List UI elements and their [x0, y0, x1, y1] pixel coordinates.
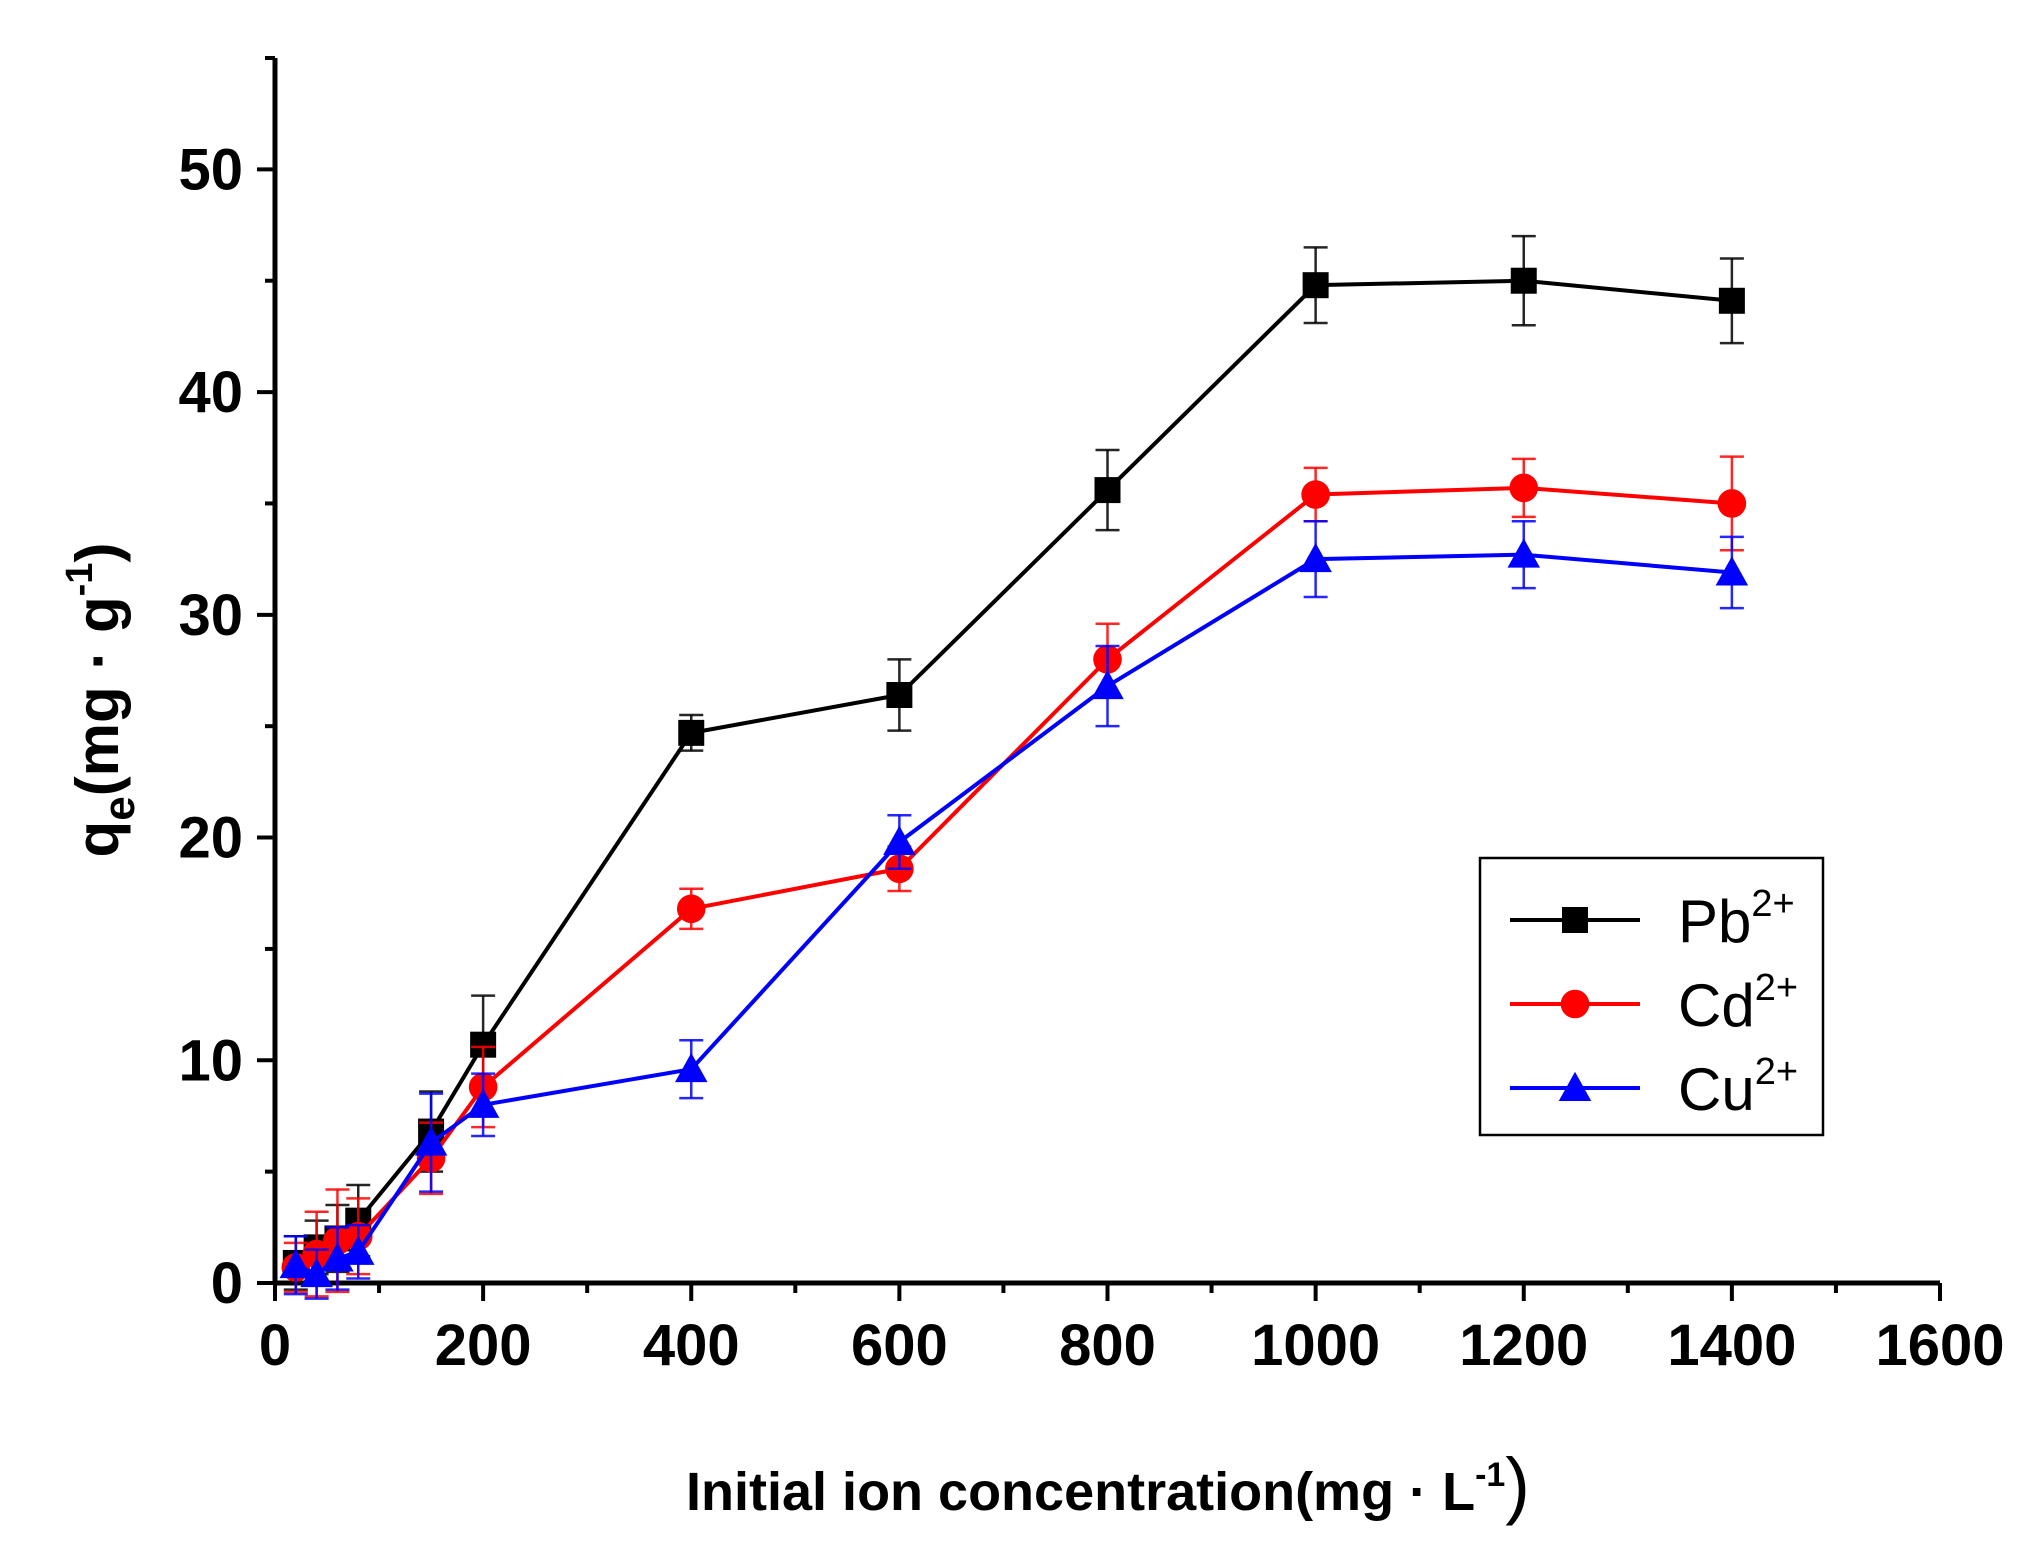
x-tick-label: 1600: [1875, 1313, 2004, 1378]
x-tick-label: 400: [643, 1313, 740, 1378]
y-tick-label: 0: [211, 1251, 243, 1316]
x-tick-label: 1400: [1667, 1313, 1796, 1378]
axes: 0 200 400 600 800 1000 1200 1400 1600 0 10 20 30 40 50: [178, 56, 2005, 1378]
legend-item-cu: Cu2+: [1510, 1051, 1798, 1123]
series-cu: [279, 520, 1749, 1300]
data-point-cu: [1507, 538, 1540, 568]
legend-marker-pb: [1562, 907, 1588, 933]
data-point-cd: [1717, 489, 1747, 518]
data-point-cu: [1091, 669, 1124, 700]
data-point-pb: [1510, 267, 1537, 294]
x-tick-label: 800: [1059, 1313, 1156, 1378]
legend-label-cu: Cu2+: [1678, 1051, 1798, 1123]
data-point-cu: [414, 1126, 448, 1156]
data-point-cd: [1509, 473, 1539, 503]
data-point-cu: [300, 1257, 333, 1288]
x-tick-label: 600: [851, 1313, 948, 1378]
plot-area: [279, 234, 1749, 1300]
data-point-cu: [342, 1235, 375, 1265]
y-axis-title: qe(mg · g-1): [59, 543, 144, 858]
legend-item-pb: Pb2+: [1510, 883, 1795, 955]
data-point-pb: [678, 719, 705, 746]
x-tick-label: 200: [435, 1313, 532, 1378]
data-point-pb: [1302, 272, 1329, 299]
data-point-cd: [1301, 480, 1330, 509]
data-point-pb: [886, 682, 913, 708]
data-point-cu: [279, 1248, 313, 1279]
legend-marker-cu: [1558, 1071, 1592, 1101]
data-point-pb: [1094, 477, 1121, 504]
data-point-cu: [1715, 556, 1749, 586]
data-point-cu: [883, 825, 916, 855]
x-tick-label: 0: [259, 1313, 291, 1378]
legend-marker-cd: [1560, 989, 1590, 1019]
y-tick-label: 30: [178, 583, 243, 648]
legend-label-cd: Cd2+: [1678, 967, 1798, 1039]
data-point-cu: [675, 1052, 708, 1083]
y-tick-label: 10: [178, 1028, 243, 1093]
y-tick-label: 20: [178, 806, 243, 871]
data-point-cu: [1299, 542, 1332, 573]
data-point-pb: [1718, 287, 1745, 314]
legend-item-cd: Cd2+: [1510, 967, 1798, 1039]
x-tick-label: 1200: [1459, 1313, 1588, 1378]
legend: Pb2+ Cd2+ Cu2+: [1478, 856, 1825, 1137]
x-tick-label: 1000: [1251, 1313, 1380, 1378]
legend-label-pb: Pb2+: [1678, 883, 1795, 955]
data-point-cd: [676, 894, 706, 924]
data-point-cu: [466, 1088, 500, 1118]
y-tick-label: 40: [178, 360, 243, 425]
x-axis-title: Initial ion concentration(mg · L-1): [686, 1443, 1530, 1526]
y-tick-label: 50: [178, 137, 243, 202]
